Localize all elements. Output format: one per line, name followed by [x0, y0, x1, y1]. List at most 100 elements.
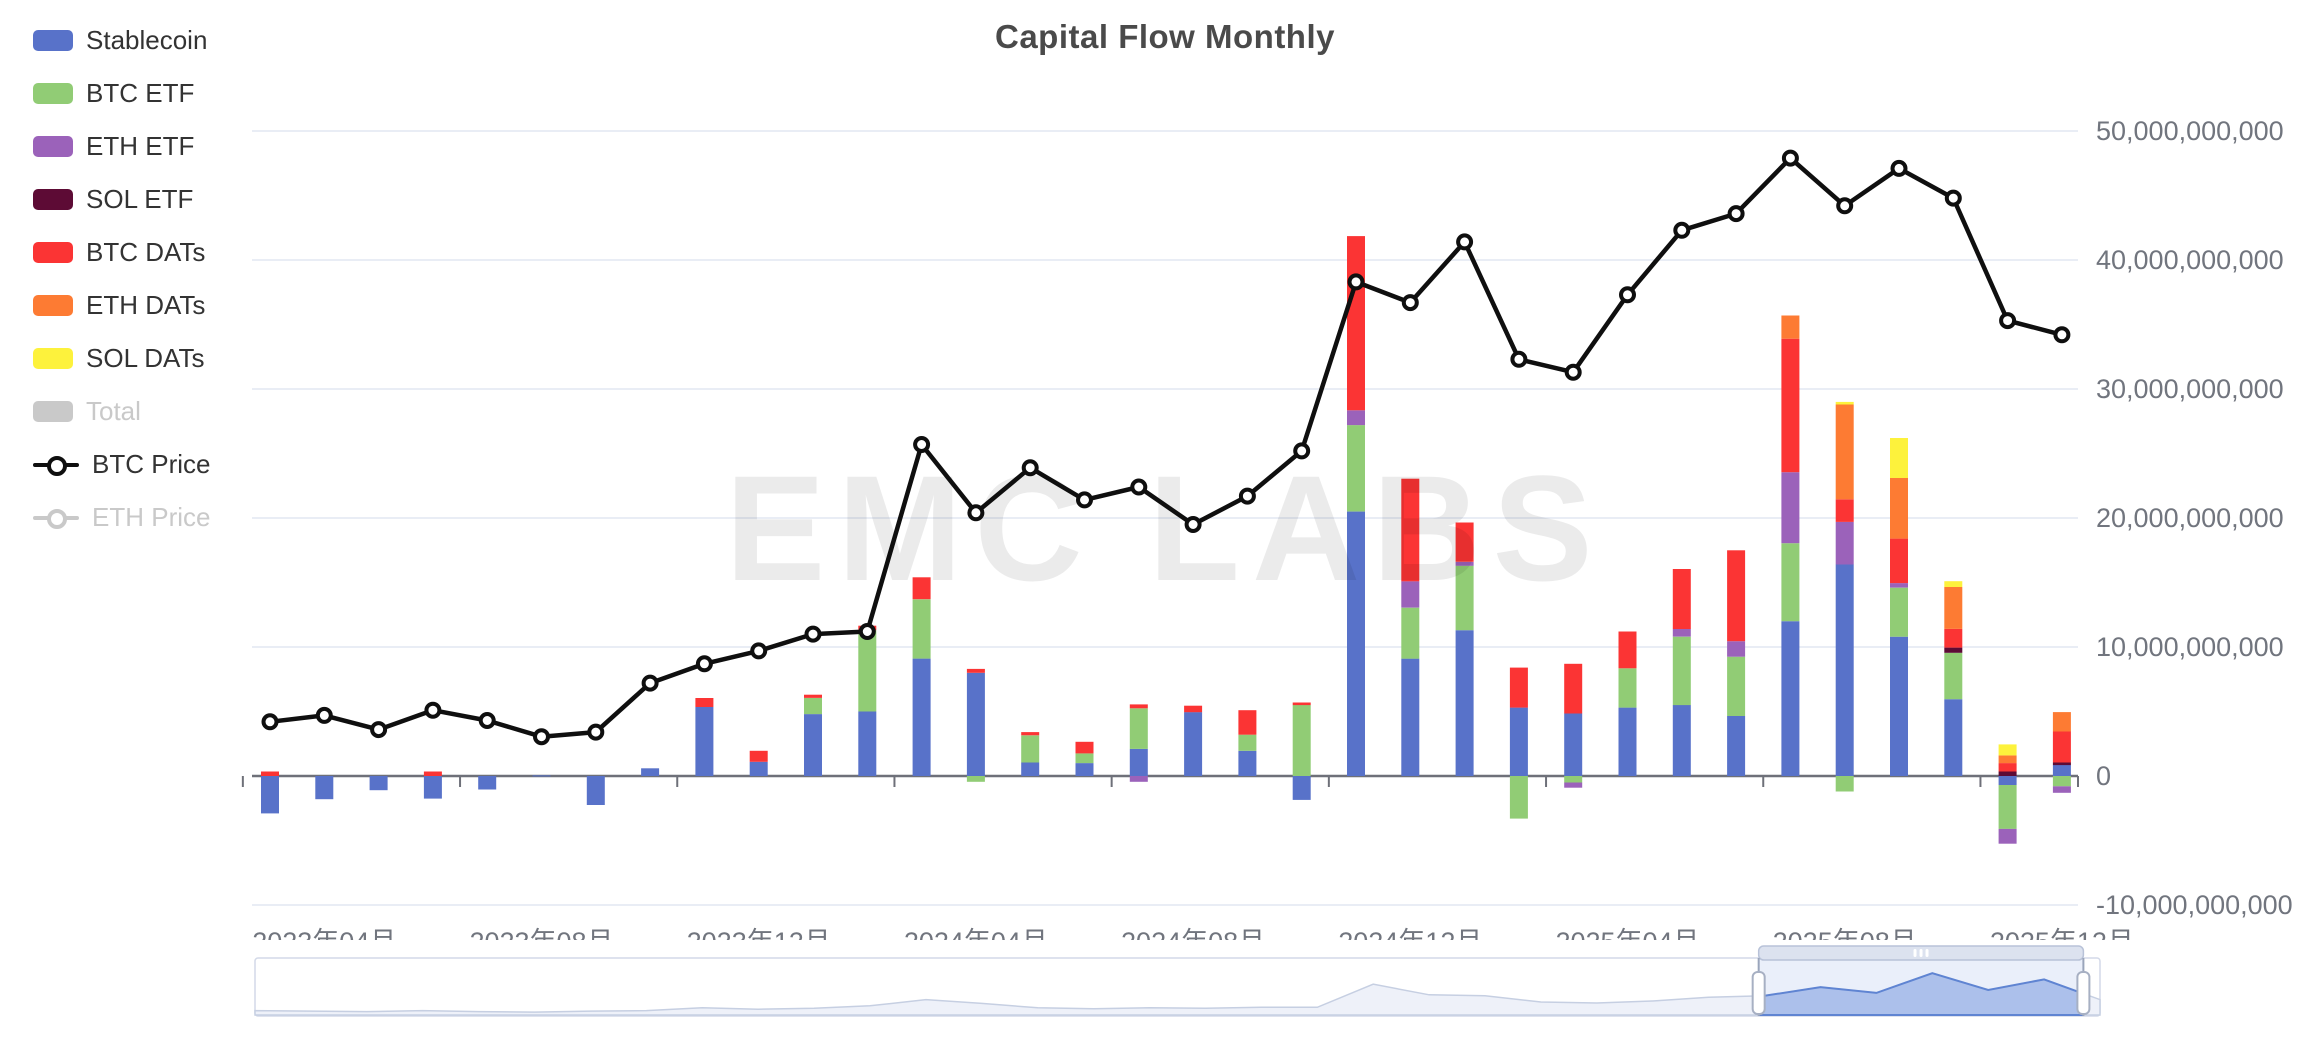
- btc-price-marker[interactable]: [261, 713, 279, 731]
- btc-price-marker[interactable]: [1999, 312, 2017, 330]
- bar-segment-eth-etf[interactable]: [1781, 472, 1800, 544]
- bar-segment-stablecoin[interactable]: [1184, 712, 1203, 776]
- bar-segment-stablecoin[interactable]: [2052, 765, 2071, 776]
- btc-price-marker[interactable]: [424, 701, 442, 719]
- btc-price-marker[interactable]: [1890, 159, 1908, 177]
- bar-segment-btc-etf[interactable]: [1672, 636, 1691, 706]
- bar-segment-btc-dats[interactable]: [1347, 236, 1365, 411]
- bar-segment-btc-dats[interactable]: [1021, 732, 1040, 736]
- bar-segment-stablecoin[interactable]: [586, 776, 605, 805]
- bar-segment-btc-dats[interactable]: [1075, 741, 1094, 754]
- bar-segment-stablecoin[interactable]: [1238, 750, 1257, 776]
- btc-price-marker[interactable]: [695, 655, 713, 673]
- bar-segment-btc-etf[interactable]: [1075, 753, 1094, 764]
- bar-segment-stablecoin[interactable]: [1672, 705, 1691, 776]
- bar-segment-btc-etf[interactable]: [966, 776, 985, 782]
- legend-item-btc-etf[interactable]: BTC ETF: [33, 67, 210, 120]
- bar-segment-btc-etf[interactable]: [1401, 607, 1420, 659]
- btc-price-marker[interactable]: [370, 721, 388, 739]
- bar-segment-stablecoin[interactable]: [695, 707, 714, 776]
- bar-segment-eth-dats[interactable]: [1998, 755, 2017, 764]
- bar-segment-btc-etf[interactable]: [1021, 735, 1040, 763]
- navigator-handle-right[interactable]: [2076, 971, 2091, 1015]
- bar-segment-eth-etf[interactable]: [1455, 561, 1474, 566]
- bar-segment-stablecoin[interactable]: [858, 711, 877, 777]
- bar-segment-stablecoin[interactable]: [1998, 776, 2017, 785]
- bar-segment-btc-dats[interactable]: [695, 698, 714, 707]
- bar-segment-stablecoin[interactable]: [1781, 621, 1800, 776]
- bar-segment-eth-dats[interactable]: [1781, 315, 1800, 339]
- btc-price-marker[interactable]: [478, 712, 496, 729]
- bar-segment-stablecoin[interactable]: [478, 776, 497, 790]
- bar-segment-btc-etf[interactable]: [1564, 776, 1583, 783]
- navigator-handle-left[interactable]: [1751, 971, 1766, 1015]
- bar-segment-btc-etf[interactable]: [1292, 705, 1311, 776]
- bar-segment-sol-dats[interactable]: [1835, 401, 1854, 405]
- bar-segment-btc-etf[interactable]: [1781, 543, 1800, 622]
- bar-segment-btc-dats[interactable]: [1835, 499, 1854, 522]
- bar-segment-eth-etf[interactable]: [1835, 521, 1854, 565]
- bar-segment-stablecoin[interactable]: [261, 776, 279, 814]
- bar-segment-btc-etf[interactable]: [912, 599, 931, 659]
- bar-segment-stablecoin[interactable]: [1292, 776, 1311, 800]
- btc-price-marker[interactable]: [1021, 459, 1039, 477]
- bar-segment-btc-dats[interactable]: [804, 694, 822, 698]
- legend-item-btc-dats[interactable]: BTC DATs: [33, 226, 210, 279]
- legend-item-total[interactable]: Total: [33, 385, 210, 438]
- btc-price-marker[interactable]: [1727, 205, 1745, 223]
- bar-segment-btc-dats[interactable]: [2052, 731, 2071, 763]
- bar-segment-eth-etf[interactable]: [1129, 776, 1148, 782]
- bar-segment-btc-dats[interactable]: [1455, 522, 1474, 562]
- bar-segment-stablecoin[interactable]: [912, 658, 931, 776]
- bar-segment-btc-dats[interactable]: [1292, 702, 1311, 706]
- btc-price-marker[interactable]: [533, 728, 550, 746]
- bar-segment-btc-dats[interactable]: [966, 668, 985, 673]
- bar-segment-btc-etf[interactable]: [1618, 668, 1637, 708]
- btc-price-marker[interactable]: [1238, 487, 1256, 505]
- bar-segment-btc-dats[interactable]: [1401, 478, 1420, 582]
- legend-item-stablecoin[interactable]: Stablecoin: [33, 14, 210, 67]
- bar-segment-sol-dats[interactable]: [1890, 438, 1908, 478]
- bar-segment-stablecoin[interactable]: [1618, 707, 1637, 776]
- bar-segment-sol-etf[interactable]: [2052, 762, 2071, 766]
- navigator-selection[interactable]: [1758, 958, 2084, 1016]
- bar-segment-sol-dats[interactable]: [1998, 744, 2017, 756]
- bar-segment-btc-dats[interactable]: [1618, 631, 1637, 669]
- btc-price-marker[interactable]: [1944, 189, 1962, 207]
- bar-segment-eth-etf[interactable]: [1347, 410, 1365, 426]
- bar-segment-eth-dats[interactable]: [1890, 478, 1908, 539]
- btc-price-marker[interactable]: [315, 706, 333, 724]
- btc-price-marker[interactable]: [1781, 149, 1799, 167]
- legend-item-eth-price[interactable]: ETH Price: [33, 491, 210, 544]
- bar-segment-btc-etf[interactable]: [2052, 776, 2071, 787]
- bar-segment-sol-dats[interactable]: [1944, 581, 1963, 587]
- bar-segment-stablecoin[interactable]: [532, 775, 551, 777]
- legend-item-sol-etf[interactable]: SOL ETF: [33, 173, 210, 226]
- bar-segment-stablecoin[interactable]: [804, 714, 822, 776]
- bar-segment-stablecoin[interactable]: [1835, 564, 1854, 776]
- bar-segment-eth-dats[interactable]: [2052, 712, 2071, 732]
- legend-item-eth-dats[interactable]: ETH DATs: [33, 279, 210, 332]
- btc-price-marker[interactable]: [1564, 363, 1582, 381]
- bar-segment-stablecoin[interactable]: [1564, 713, 1583, 776]
- bar-segment-btc-dats[interactable]: [261, 771, 279, 777]
- bar-segment-stablecoin[interactable]: [966, 672, 985, 776]
- bar-segment-btc-etf[interactable]: [1509, 776, 1528, 819]
- bar-segment-btc-dats[interactable]: [1781, 338, 1800, 473]
- bar-segment-btc-etf[interactable]: [1890, 587, 1908, 637]
- btc-price-marker[interactable]: [641, 674, 659, 692]
- btc-price-marker[interactable]: [1510, 350, 1528, 368]
- btc-price-marker[interactable]: [1401, 294, 1419, 312]
- bar-segment-btc-etf[interactable]: [1238, 734, 1257, 751]
- bar-segment-btc-dats[interactable]: [1944, 628, 1963, 648]
- bar-segment-stablecoin[interactable]: [1890, 636, 1908, 776]
- btc-price-marker[interactable]: [1184, 516, 1202, 533]
- btc-price-marker[interactable]: [1836, 197, 1854, 215]
- bar-segment-stablecoin[interactable]: [1401, 658, 1420, 776]
- bar-segment-stablecoin[interactable]: [315, 776, 334, 800]
- bar-segment-btc-dats[interactable]: [1564, 663, 1583, 714]
- bar-segment-eth-dats[interactable]: [1835, 404, 1854, 500]
- bar-segment-stablecoin[interactable]: [641, 768, 660, 776]
- btc-price-marker[interactable]: [750, 642, 768, 660]
- bar-segment-eth-etf[interactable]: [1564, 782, 1583, 788]
